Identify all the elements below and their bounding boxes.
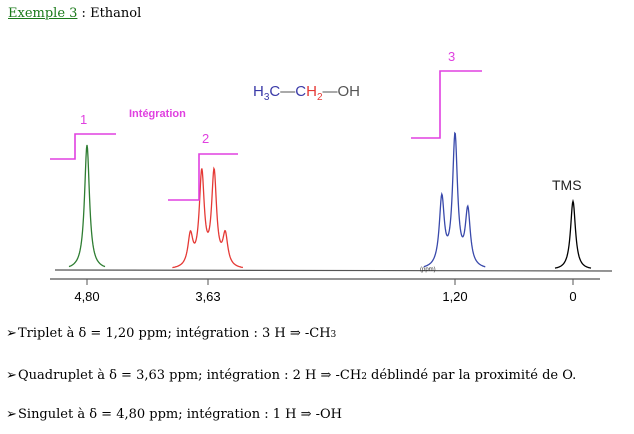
integration-label: Intégration: [129, 108, 186, 120]
x-tick-label: 0: [569, 289, 576, 304]
bullet-singulet: ➢Singulet à δ = 4,80 ppm; intégration : …: [6, 407, 342, 422]
x-tick-label: 1,20: [442, 289, 467, 304]
bullet-triplet: ➢Triplet à δ = 1,20 ppm; intégration : 3…: [6, 326, 336, 341]
integration-step-1: [50, 133, 116, 160]
bullet-text: Quadruplet à δ = 3,63 ppm; intégration :…: [18, 368, 362, 383]
peak-quadruplet: [172, 166, 244, 269]
ppm-small-label: (ppm): [420, 267, 436, 273]
peak-label-3: 3: [448, 49, 455, 64]
integration-step-2: [168, 153, 238, 201]
bullet-arrow-icon: ➢: [6, 326, 17, 341]
example-label: Exemple 3: [8, 6, 78, 21]
bullet-text: Singulet à δ = 4,80 ppm; intégration : 1…: [18, 407, 343, 422]
bullet-arrow-icon: ➢: [6, 368, 17, 383]
bullet-quadruplet: ➢Quadruplet à δ = 3,63 ppm; intégration …: [6, 368, 576, 383]
compound-name: Ethanol: [90, 6, 142, 21]
bullet-text: Triplet à δ = 1,20 ppm; intégration : 3 …: [18, 326, 331, 341]
bullet-sub: 3: [330, 330, 337, 340]
peak-singulet: [554, 198, 592, 269]
peak-triplet: [423, 131, 486, 268]
peak-label-1: 1: [80, 112, 87, 127]
title-separator: :: [77, 6, 91, 21]
tms-label: TMS: [552, 177, 582, 193]
x-tick-label: 3,63: [195, 289, 220, 304]
bullet-tail: déblindé par la proximité de O.: [366, 368, 577, 383]
formula: H3C—CH2—OH: [253, 83, 360, 103]
baseline: [54, 269, 613, 272]
bullet-arrow-icon: ➢: [6, 407, 17, 422]
integration-step-3: [411, 70, 482, 139]
x-tick-label: 4,80: [74, 289, 99, 304]
bullet-sub: 2: [361, 372, 367, 382]
peak-label-2: 2: [202, 131, 209, 146]
page-title: Exemple 3 : Ethanol: [8, 6, 141, 21]
peak-singulet: [68, 144, 106, 268]
